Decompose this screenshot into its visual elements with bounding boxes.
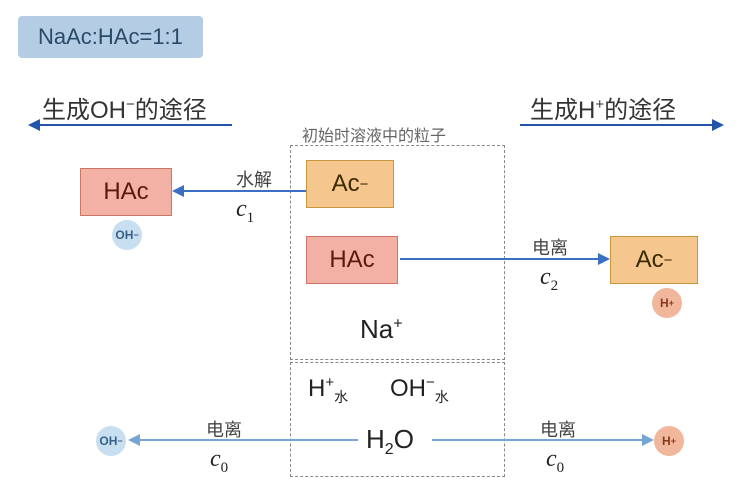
ac-right-box: Ac− bbox=[610, 236, 698, 284]
hac-left-box: HAc bbox=[80, 168, 172, 216]
oh-ion-bot: OH− bbox=[96, 426, 126, 456]
oh-water-text: OH−水 bbox=[390, 374, 449, 407]
diagram-canvas: NaAc:HAc=1:1 生成OH−的途径 生成H+的途径 初始时溶液中的粒子 … bbox=[0, 0, 750, 500]
c2-label: c2 bbox=[540, 264, 558, 295]
h2o-text: H2O bbox=[366, 424, 414, 459]
title-chip: NaAc:HAc=1:1 bbox=[18, 16, 203, 58]
ionization-label: 电离 bbox=[532, 234, 568, 260]
initial-label: 初始时溶液中的粒子 bbox=[302, 122, 446, 146]
title-text: NaAc:HAc=1:1 bbox=[38, 24, 183, 49]
oh-ion-top: OH− bbox=[112, 220, 142, 250]
water-right-label: 电离 bbox=[540, 416, 576, 442]
left-heading: 生成OH−的途径 bbox=[42, 90, 207, 125]
c1-label: c1 bbox=[236, 196, 254, 227]
h-water-text: H+水 bbox=[308, 374, 348, 407]
na-text: Na+ bbox=[360, 314, 403, 345]
h-ion-bot: H+ bbox=[654, 426, 684, 456]
h-ion-mid: H+ bbox=[652, 288, 682, 318]
hydrolysis-label: 水解 bbox=[236, 166, 272, 192]
hac-mid-box: HAc bbox=[306, 236, 398, 284]
water-left-label: 电离 bbox=[206, 416, 242, 442]
c0-left-label: c0 bbox=[210, 446, 228, 477]
c0-right-label: c0 bbox=[546, 446, 564, 477]
right-heading: 生成H+的途径 bbox=[530, 90, 676, 125]
ac-top-box: Ac− bbox=[306, 160, 394, 208]
